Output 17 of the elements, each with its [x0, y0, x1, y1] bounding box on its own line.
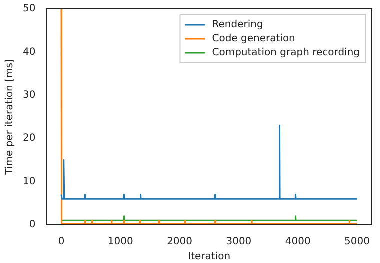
y-axis-title: Time per iteration [ms]	[4, 59, 16, 176]
x-axis-title: Iteration	[188, 252, 231, 263]
legend-label: Code generation	[212, 34, 296, 45]
y-tick-label: 40	[22, 46, 36, 58]
x-tick-label: 2000	[167, 236, 193, 248]
y-tick-label: 10	[22, 176, 36, 188]
x-tick-label: 4000	[285, 236, 311, 248]
legend-label: Computation graph recording	[212, 48, 360, 59]
x-tick-label: 0	[58, 236, 65, 248]
x-tick-label: 3000	[226, 236, 252, 248]
x-tick-label: 1000	[108, 236, 134, 248]
legend-label: Rendering	[212, 20, 264, 31]
y-tick-label: 20	[22, 133, 36, 144]
y-tick-label: 30	[22, 90, 36, 101]
x-tick-label: 5000	[344, 236, 370, 248]
y-tick-label: 0	[29, 220, 36, 231]
y-tick-label: 50	[22, 4, 36, 15]
